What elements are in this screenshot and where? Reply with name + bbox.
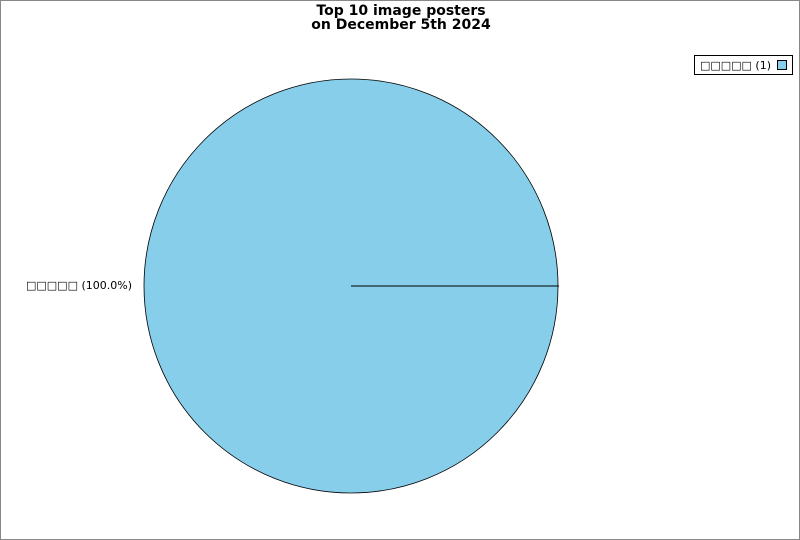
title-line: Top 10 image posters [316,3,486,19]
legend: □□□□□ (1) [693,55,793,75]
slice-label-name: □□□□□ [26,279,78,292]
subtitle-line: on December 5th 2024 [311,17,491,33]
slice-label: □□□□□ (100.0%) [26,279,132,292]
slice-label-percent: (100.0%) [81,279,132,292]
legend-entry-label: □□□□□ (1) [699,58,771,72]
legend-swatch [777,60,787,70]
chart-title: Top 10 image posters on December 5th 202… [1,3,799,33]
